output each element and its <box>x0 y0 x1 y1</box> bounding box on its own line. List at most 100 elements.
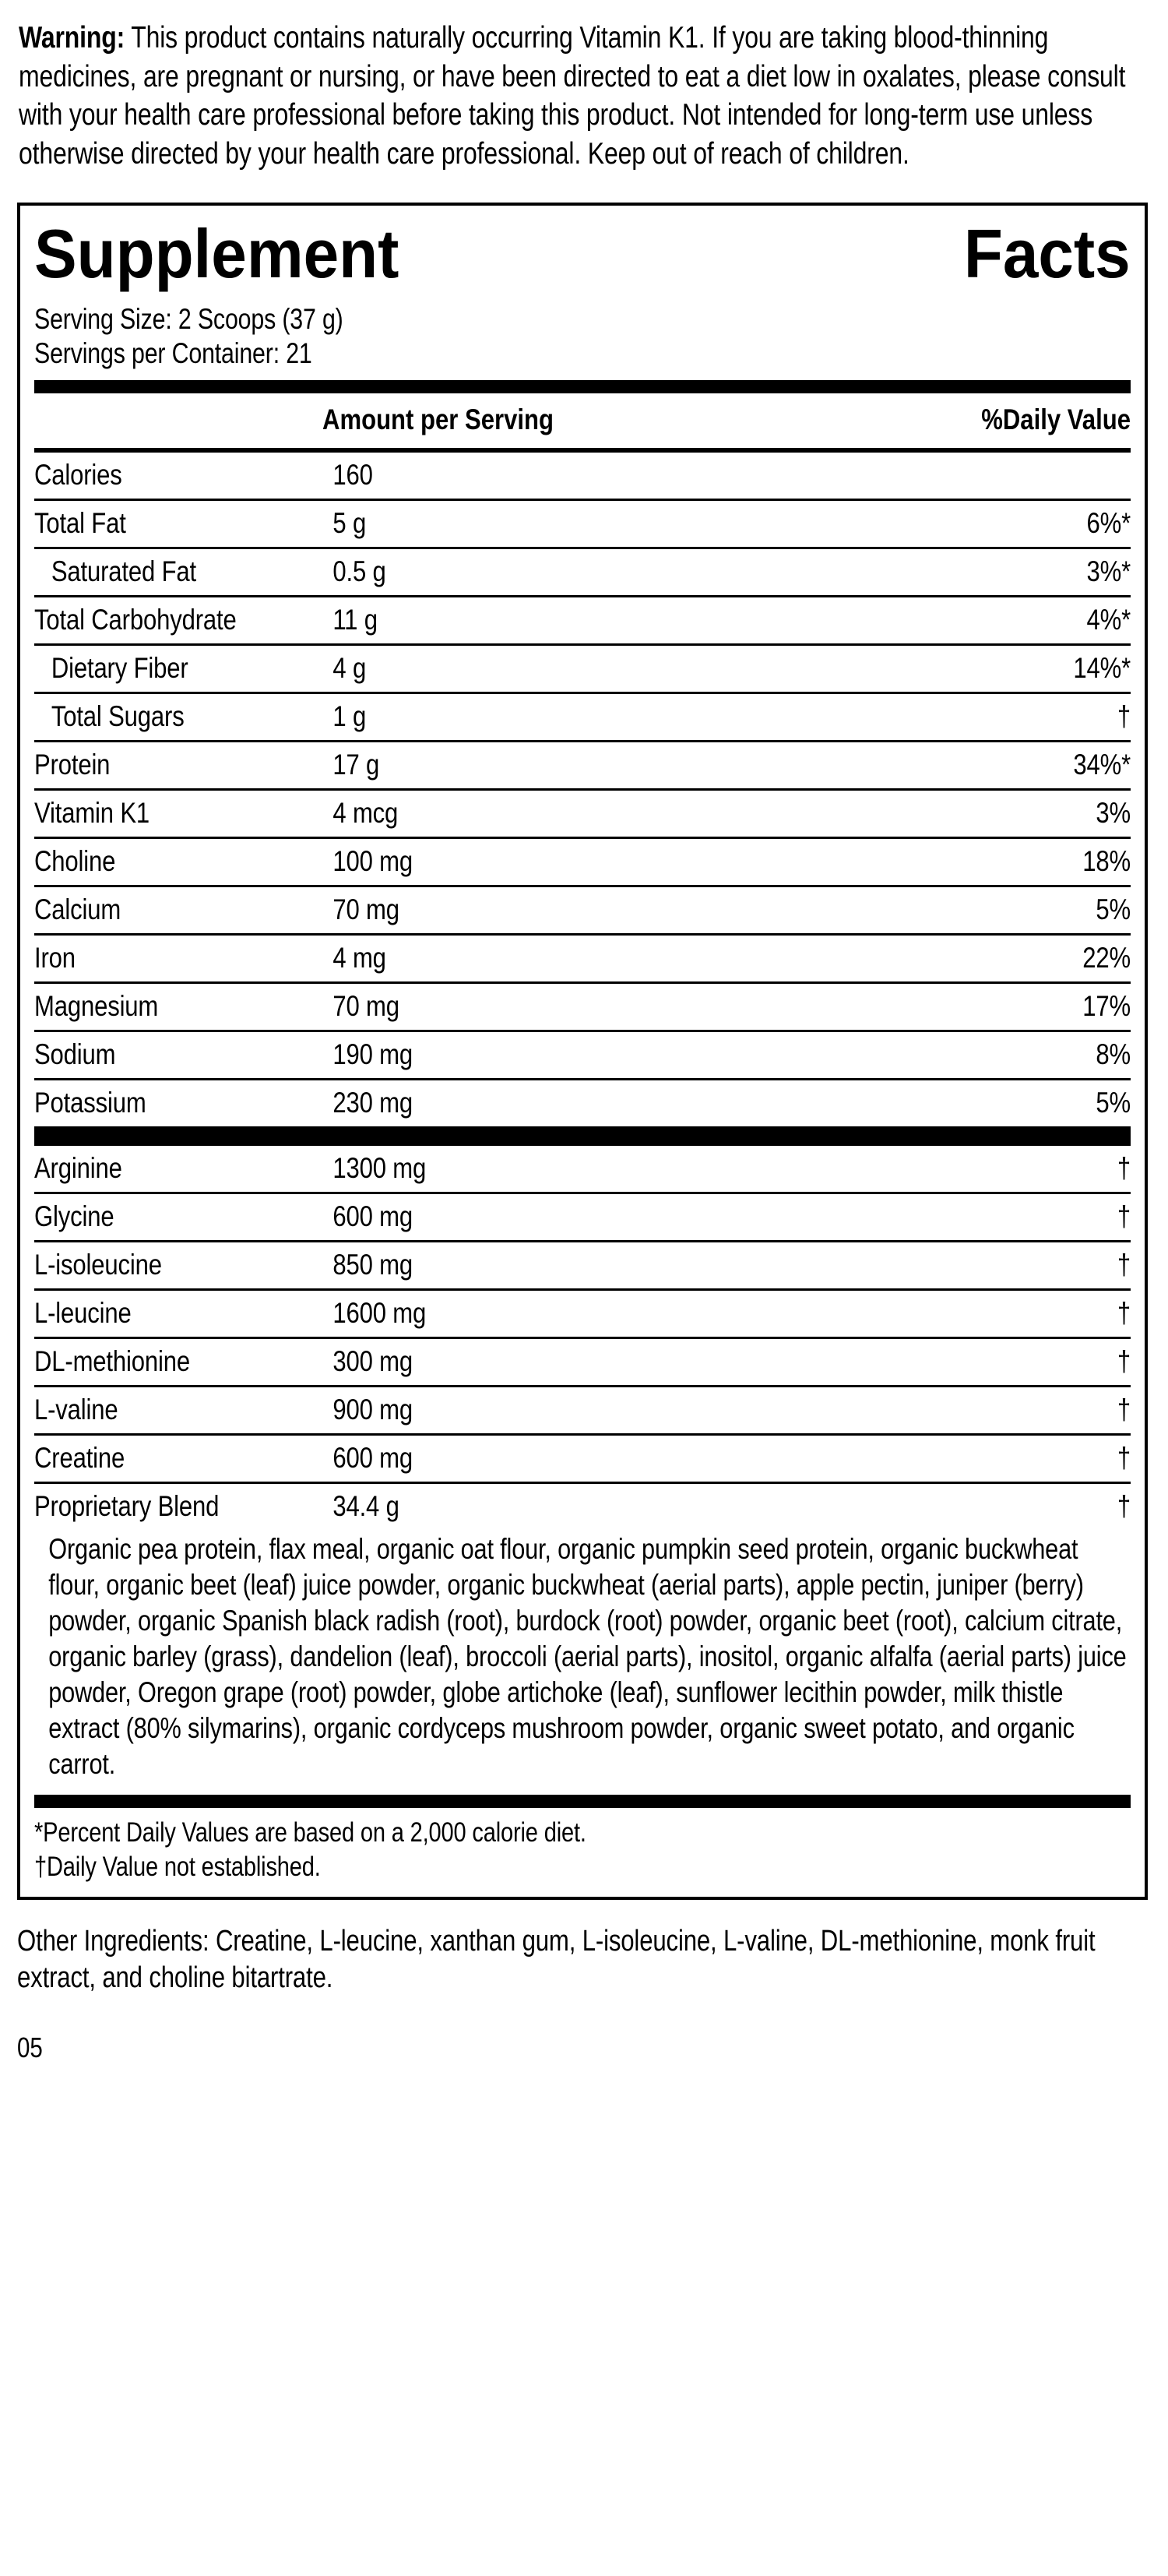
row-divider <box>34 1433 1131 1436</box>
row-divider <box>34 837 1131 839</box>
nutrient-row: Glycine 600 mg † <box>34 1194 1131 1240</box>
nutrient-name: Total Carbohydrate <box>34 604 237 636</box>
row-divider <box>34 692 1131 694</box>
header-amount-per-serving: Amount per Serving <box>322 403 554 435</box>
row-divider <box>34 643 1131 646</box>
nutrient-daily-value: 3% <box>1096 797 1131 829</box>
blend-ingredient-list: Organic pea protein, flax meal, organic … <box>48 1533 1127 1780</box>
blend-name: Proprietary Blend <box>34 1490 220 1522</box>
row-divider <box>34 933 1131 936</box>
nutrient-amount: 850 mg <box>332 1249 413 1281</box>
nutrient-daily-value: † <box>1117 1297 1131 1329</box>
nutrient-daily-value: 34%* <box>1073 749 1131 781</box>
row-divider <box>34 1030 1131 1032</box>
nutrient-amount: 1300 mg <box>332 1152 427 1184</box>
row-divider <box>34 499 1131 501</box>
rule-below-headers <box>34 448 1131 453</box>
warning-label: Warning: <box>19 21 125 55</box>
nutrient-amount: 600 mg <box>332 1442 413 1474</box>
nutrient-name: Glycine <box>34 1200 114 1232</box>
row-divider <box>34 981 1131 984</box>
nutrient-row: Calories 160 <box>34 453 1131 499</box>
nutrient-amount: 1 g <box>332 700 367 732</box>
nutrient-row: L-valine 900 mg † <box>34 1387 1131 1433</box>
page-number: 05 <box>17 2032 43 2063</box>
nutrient-daily-value: † <box>1117 700 1131 732</box>
nutrient-amount: 600 mg <box>332 1200 413 1232</box>
nutrient-row: Potassium 230 mg 5% <box>34 1080 1131 1126</box>
nutrient-amount: 0.5 g <box>332 555 386 587</box>
nutrient-daily-value: † <box>1117 1152 1131 1184</box>
row-divider <box>34 547 1131 549</box>
serving-info: Serving Size: 2 Scoops (37 g) Servings p… <box>34 302 1131 371</box>
nutrient-name: Saturated Fat <box>51 555 196 587</box>
other-ingredients: Other Ingredients: Creatine, L-leucine, … <box>17 1925 1096 1994</box>
nutrient-daily-value: † <box>1117 1200 1131 1232</box>
row-divider <box>34 1240 1131 1242</box>
row-divider <box>34 1337 1131 1339</box>
nutrient-amount: 4 mcg <box>332 797 399 829</box>
warning-paragraph: Warning: This product contains naturally… <box>19 19 1153 173</box>
nutrient-row: Dietary Fiber 4 g 14%* <box>34 646 1131 692</box>
nutrient-row: Choline 100 mg 18% <box>34 839 1131 885</box>
nutrient-daily-value: 8% <box>1096 1038 1131 1070</box>
nutrient-amount: 190 mg <box>332 1038 413 1070</box>
row-divider <box>34 1385 1131 1387</box>
nutrient-row: Protein 17 g 34%* <box>34 742 1131 788</box>
nutrient-amount: 230 mg <box>332 1087 413 1119</box>
nutrient-name: Total Fat <box>34 507 126 539</box>
nutrient-daily-value: 18% <box>1082 845 1131 877</box>
nutrient-amount: 300 mg <box>332 1345 413 1377</box>
nutrient-row: DL-methionine 300 mg † <box>34 1339 1131 1385</box>
nutrient-daily-value: 5% <box>1096 1087 1131 1119</box>
nutrient-daily-value: 5% <box>1096 893 1131 925</box>
nutrient-name: L-valine <box>34 1394 118 1425</box>
nutrient-row: Magnesium 70 mg 17% <box>34 984 1131 1030</box>
title-supplement: Supplement <box>34 215 399 292</box>
nutrient-name: DL-methionine <box>34 1345 190 1377</box>
nutrient-amount: 160 <box>332 459 373 491</box>
nutrient-amount: 1600 mg <box>332 1297 427 1329</box>
amino-acid-rows: Arginine 1300 mg † Glycine 600 mg † L-isoleuci… <box>34 1146 1131 1482</box>
nutrient-row: Sodium 190 mg 8% <box>34 1032 1131 1078</box>
nutrient-row: L-leucine 1600 mg † <box>34 1291 1131 1337</box>
nutrient-name: Iron <box>34 942 76 974</box>
servings-per-container: Servings per Container: 21 <box>34 337 312 369</box>
warning-text: This product contains naturally occurrin… <box>19 21 1126 171</box>
nutrient-name: L-isoleucine <box>34 1249 162 1281</box>
supplement-facts-panel: Supplement Facts Serving Size: 2 Scoops … <box>17 203 1148 1900</box>
nutrient-row: Total Fat 5 g 6%* <box>34 501 1131 547</box>
blend-amount: 34.4 g <box>332 1490 399 1522</box>
footnote-dagger: †Daily Value not established. <box>34 1852 321 1882</box>
supplement-facts-title: Supplement Facts <box>34 217 1131 291</box>
nutrient-name: Dietary Fiber <box>51 652 188 684</box>
nutrient-amount: 900 mg <box>332 1394 413 1425</box>
nutrient-amount: 11 g <box>332 604 378 636</box>
nutrient-daily-value: 17% <box>1082 990 1131 1022</box>
nutrient-row: Total Carbohydrate 11 g 4%* <box>34 597 1131 643</box>
row-divider <box>34 885 1131 887</box>
nutrient-daily-value: 22% <box>1082 942 1131 974</box>
nutrient-daily-value: † <box>1117 1345 1131 1377</box>
nutrient-name: Choline <box>34 845 116 877</box>
rule-above-footnotes <box>34 1795 1131 1808</box>
rule-above-blend <box>34 1482 1131 1484</box>
nutrient-row: Saturated Fat 0.5 g 3%* <box>34 549 1131 595</box>
row-divider <box>34 1288 1131 1291</box>
nutrient-amount: 17 g <box>332 749 380 781</box>
nutrient-name: Arginine <box>34 1152 122 1184</box>
nutrient-amount: 4 mg <box>332 942 386 974</box>
nutrient-row: Arginine 1300 mg † <box>34 1146 1131 1192</box>
row-divider <box>34 740 1131 742</box>
nutrient-row: Iron 4 mg 22% <box>34 936 1131 981</box>
nutrient-name: Calcium <box>34 893 121 925</box>
nutrient-name: Calories <box>34 459 122 491</box>
nutrient-name: Vitamin K1 <box>34 797 150 829</box>
row-divider <box>34 1192 1131 1194</box>
nutrient-daily-value: † <box>1117 1442 1131 1474</box>
nutrient-amount: 70 mg <box>332 990 399 1022</box>
nutrient-daily-value: † <box>1117 1394 1131 1425</box>
rule-above-headers <box>34 380 1131 393</box>
column-headers: Amount per Serving %Daily Value <box>34 393 1131 448</box>
nutrient-daily-value: 4%* <box>1086 604 1131 636</box>
